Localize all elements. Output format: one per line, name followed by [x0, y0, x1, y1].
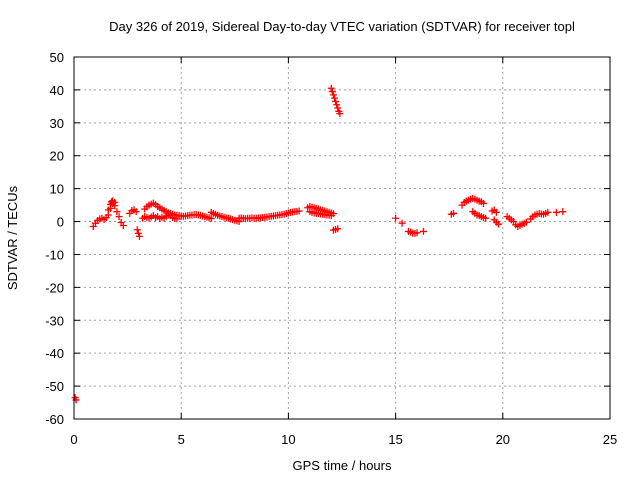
y-tick-labels: -60 -50 -40 -30 -20 -10 0 10 20 30 40 50 [45, 50, 64, 427]
y-tick-label: -50 [45, 379, 64, 394]
y-tick-label: -40 [45, 346, 64, 361]
y-tick-label: -20 [45, 280, 64, 295]
data-point [332, 97, 340, 105]
x-tick-labels: 0 5 10 15 20 25 [70, 432, 617, 447]
data-point [295, 207, 303, 215]
y-tick-label: 0 [57, 215, 64, 230]
y-tick-label: -30 [45, 313, 64, 328]
x-tick-label: 15 [388, 432, 402, 447]
data-point [522, 218, 530, 226]
data-point [207, 215, 215, 223]
data-point [336, 110, 344, 118]
chart-title: Day 326 of 2019, Sidereal Day-to-day VTE… [109, 19, 575, 34]
data-point [106, 204, 114, 212]
data-point [334, 225, 342, 233]
data-point [495, 220, 503, 228]
data-point [419, 227, 427, 235]
data-point [135, 232, 143, 240]
data-point [327, 212, 335, 220]
data-point [334, 104, 342, 112]
data-point [392, 214, 400, 222]
y-tick-label: 30 [50, 116, 64, 131]
data-point [108, 198, 116, 206]
grid-lines [74, 57, 610, 419]
data-point [544, 208, 552, 216]
y-tick-label: 40 [50, 83, 64, 98]
data-point [398, 219, 406, 227]
data-point [328, 88, 336, 96]
x-tick-label: 20 [496, 432, 510, 447]
x-tick-label: 5 [178, 432, 185, 447]
y-tick-label: -60 [45, 412, 64, 427]
data-point [559, 208, 567, 216]
data-points [71, 84, 567, 404]
y-tick-label: 10 [50, 182, 64, 197]
y-tick-label: -10 [45, 247, 64, 262]
data-point [449, 209, 457, 217]
x-tick-label: 25 [603, 432, 617, 447]
data-point [133, 226, 141, 234]
data-point [480, 199, 488, 207]
data-point [132, 208, 140, 216]
y-tick-label: 50 [50, 50, 64, 65]
y-axis-label: SDTVAR / TECUs [5, 185, 20, 290]
data-point [329, 91, 337, 99]
data-point [492, 208, 500, 216]
data-point [113, 208, 121, 216]
data-point [119, 221, 127, 229]
data-point [413, 229, 421, 237]
data-point [104, 211, 112, 219]
x-tick-label: 10 [281, 432, 295, 447]
x-axis-label: GPS time / hours [293, 458, 392, 473]
data-point [173, 215, 181, 223]
data-point [111, 198, 119, 206]
data-point [482, 214, 490, 222]
data-point [552, 208, 560, 216]
y-tick-label: 20 [50, 149, 64, 164]
data-point [330, 94, 338, 102]
data-point [115, 213, 123, 221]
x-tick-label: 0 [70, 432, 77, 447]
plot-frame [73, 56, 611, 420]
data-point [333, 101, 341, 109]
data-point [327, 84, 335, 92]
